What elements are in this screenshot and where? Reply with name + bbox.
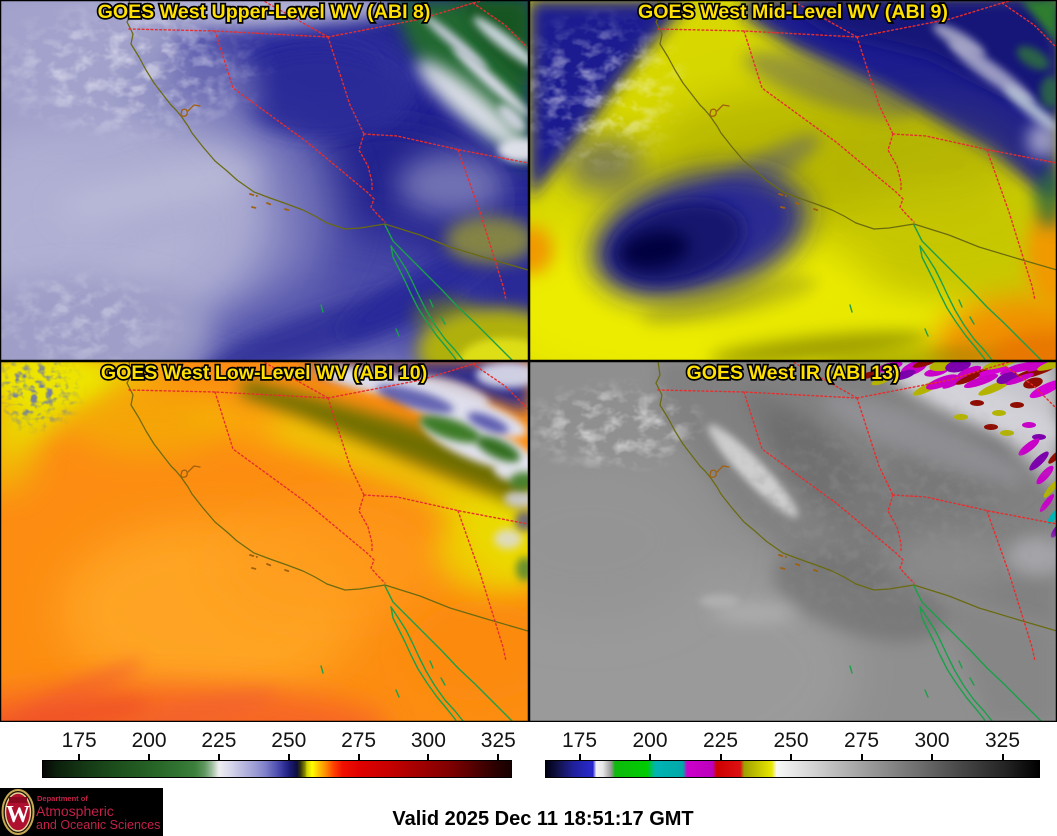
svg-text:GOES West Mid-Level WV (ABI 9): GOES West Mid-Level WV (ABI 9) [638,1,948,23]
svg-text:W: W [6,802,30,828]
svg-text:GOES West IR (ABI 13): GOES West IR (ABI 13) [686,362,899,384]
svg-text:GOES West Low-Level WV (ABI 10: GOES West Low-Level WV (ABI 10) [101,362,427,384]
svg-text:GOES West Upper-Level WV (ABI: GOES West Upper-Level WV (ABI 8) [98,1,431,23]
